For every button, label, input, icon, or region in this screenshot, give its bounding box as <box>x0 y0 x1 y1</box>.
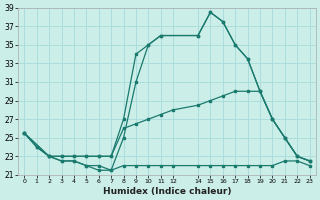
X-axis label: Humidex (Indice chaleur): Humidex (Indice chaleur) <box>103 187 231 196</box>
